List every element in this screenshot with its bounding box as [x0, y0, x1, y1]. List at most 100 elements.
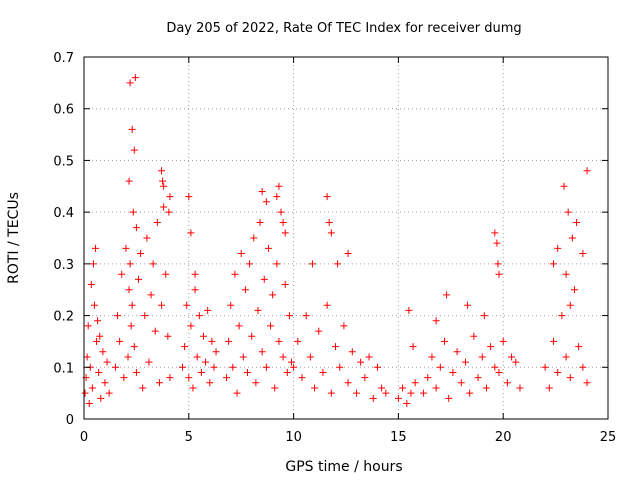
- data-point: [348, 348, 356, 356]
- data-point: [166, 374, 174, 382]
- data-point: [352, 389, 360, 397]
- data-point: [325, 218, 333, 226]
- data-point: [92, 244, 100, 252]
- data-point: [269, 291, 277, 299]
- data-point: [229, 363, 237, 371]
- grid-lines: [84, 57, 608, 419]
- data-point: [246, 260, 254, 268]
- data-point: [558, 312, 566, 320]
- data-point: [449, 368, 457, 376]
- data-point: [306, 353, 314, 361]
- data-point: [382, 389, 390, 397]
- data-point: [394, 394, 402, 402]
- data-point: [149, 260, 157, 268]
- x-axis-label: GPS time / hours: [285, 459, 402, 475]
- data-point: [311, 384, 319, 392]
- data-point: [254, 306, 262, 314]
- data-point: [195, 312, 203, 320]
- data-point: [409, 343, 417, 351]
- data-point: [158, 167, 166, 175]
- data-point: [464, 301, 472, 309]
- data-point: [560, 182, 568, 190]
- data-point: [466, 389, 474, 397]
- data-point: [87, 281, 95, 289]
- data-point: [566, 301, 574, 309]
- data-point: [271, 384, 279, 392]
- data-point: [478, 353, 486, 361]
- data-point: [199, 332, 207, 340]
- data-point: [550, 337, 558, 345]
- data-point: [541, 363, 549, 371]
- data-point: [258, 187, 266, 195]
- data-point: [323, 193, 331, 201]
- data-point: [281, 281, 289, 289]
- data-point: [273, 193, 281, 201]
- data-point: [111, 363, 119, 371]
- data-point: [141, 312, 149, 320]
- x-tick-label: 0: [80, 430, 88, 445]
- data-point: [99, 348, 107, 356]
- y-tick-label: 0: [66, 413, 74, 428]
- data-point: [248, 332, 256, 340]
- data-point: [336, 363, 344, 371]
- data-point: [482, 384, 490, 392]
- data-point: [125, 286, 133, 294]
- data-point: [128, 125, 136, 133]
- data-point: [95, 368, 103, 376]
- data-point: [158, 301, 166, 309]
- data-point: [81, 389, 89, 397]
- data-point: [453, 348, 461, 356]
- data-point: [85, 399, 93, 407]
- data-point: [480, 312, 488, 320]
- data-point: [191, 270, 199, 278]
- data-point: [130, 343, 138, 351]
- data-point: [432, 384, 440, 392]
- data-point: [264, 244, 272, 252]
- x-tick-label: 25: [600, 430, 617, 445]
- data-point: [165, 208, 173, 216]
- data-point: [114, 312, 122, 320]
- data-point: [428, 353, 436, 361]
- data-point: [562, 270, 570, 278]
- y-axis-label: ROTI / TECUs: [6, 192, 22, 284]
- data-point: [116, 337, 124, 345]
- data-point: [128, 301, 136, 309]
- data-point: [361, 374, 369, 382]
- data-point: [579, 363, 587, 371]
- data-point: [134, 275, 142, 283]
- data-point: [227, 301, 235, 309]
- data-point: [566, 374, 574, 382]
- data-point: [241, 286, 249, 294]
- data-point: [564, 208, 572, 216]
- data-point: [457, 379, 465, 387]
- data-point: [233, 389, 241, 397]
- data-point: [411, 379, 419, 387]
- data-point: [516, 384, 524, 392]
- data-point: [461, 358, 469, 366]
- data-point: [279, 353, 287, 361]
- data-point: [187, 229, 195, 237]
- y-tick-label: 0.3: [53, 258, 74, 273]
- data-point: [132, 224, 140, 232]
- data-point: [252, 379, 260, 387]
- data-point: [83, 353, 91, 361]
- data-point: [235, 322, 243, 330]
- data-point: [118, 270, 126, 278]
- data-point: [96, 332, 104, 340]
- data-point: [327, 389, 335, 397]
- data-point: [407, 389, 415, 397]
- data-point: [277, 208, 285, 216]
- data-point: [166, 193, 174, 201]
- data-point: [405, 306, 413, 314]
- data-point: [357, 358, 365, 366]
- data-point: [90, 301, 98, 309]
- data-point: [288, 358, 296, 366]
- data-point: [155, 379, 163, 387]
- data-point: [279, 218, 287, 226]
- data-point: [495, 270, 503, 278]
- x-tick-label: 15: [390, 430, 407, 445]
- data-point: [243, 368, 251, 376]
- data-point: [237, 250, 245, 258]
- data-point: [432, 317, 440, 325]
